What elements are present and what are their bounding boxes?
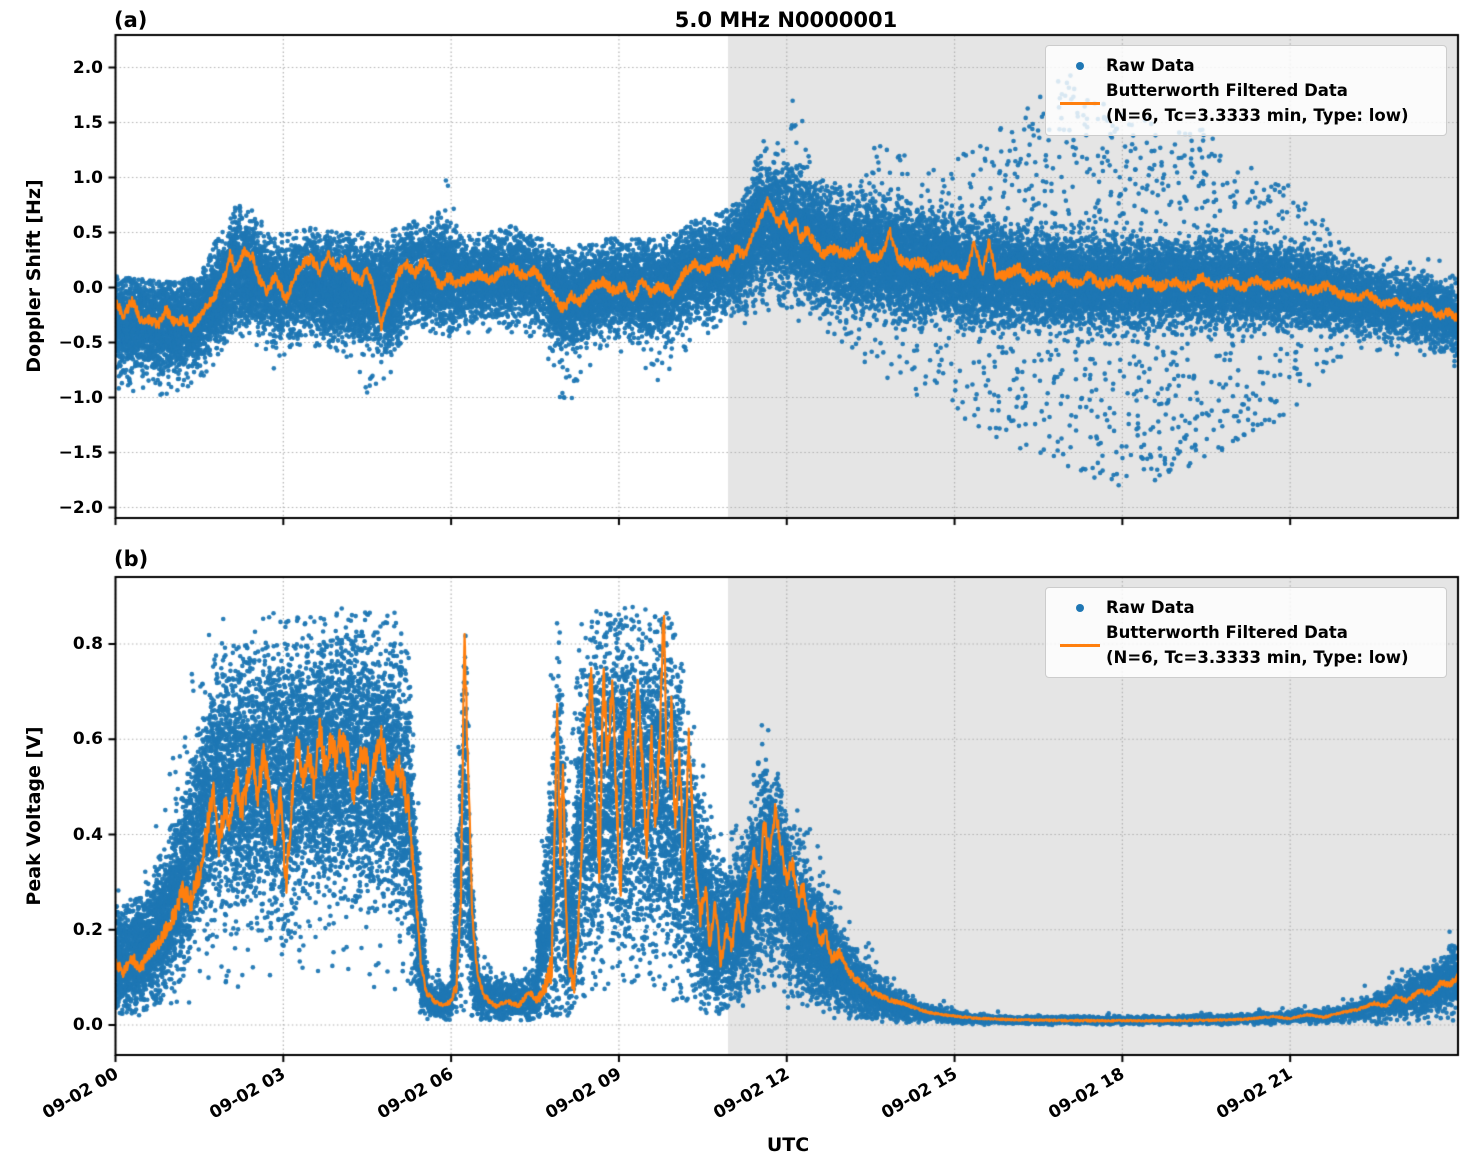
y-tick-label: 0.6 [72,729,103,750]
raw-data-marker-icon [1054,603,1106,612]
legend-panel-b: Raw Data Butterworth Filtered Data (N=6,… [1045,587,1447,678]
y-tick-label: 2.0 [72,57,103,78]
legend-filtered-label: Butterworth Filtered Data (N=6, Tc=3.333… [1106,623,1409,667]
y-tick-label: −1.5 [58,442,103,463]
y-tick-label: −0.5 [58,332,103,353]
legend-filtered-label: Butterworth Filtered Data (N=6, Tc=3.333… [1106,81,1409,125]
x-axis-label: UTC [766,1134,810,1156]
y-tick-label: 0.8 [72,634,103,654]
y-axis-label-doppler: Doppler Shift [Hz] [23,179,45,373]
y-axis-label-voltage: Peak Voltage [V] [23,726,45,906]
y-tick-label: 0.2 [72,919,103,940]
y-tick-label: 0.4 [72,824,103,845]
panel-a-tag: (a) [114,8,148,32]
panel-b-tag: (b) [114,547,149,571]
y-tick-label: 1.0 [72,167,103,188]
filtered-line-marker-icon [1054,101,1106,105]
y-tick-label: 0.5 [72,222,103,243]
y-tick-label: −1.0 [58,387,103,408]
raw-data-marker-icon [1054,61,1106,70]
legend-panel-a: Raw Data Butterworth Filtered Data (N=6,… [1045,45,1447,136]
y-tick-label: 0.0 [72,277,103,298]
figure-title: 5.0 MHz N0000001 [674,8,898,32]
y-tick-label: 1.5 [72,112,103,133]
y-tick-label: −2.0 [58,497,103,518]
legend-raw-label: Raw Data [1106,56,1195,75]
filtered-line-marker-icon [1054,643,1106,647]
y-tick-label: 0.0 [72,1015,103,1035]
legend-raw-label: Raw Data [1106,598,1195,617]
